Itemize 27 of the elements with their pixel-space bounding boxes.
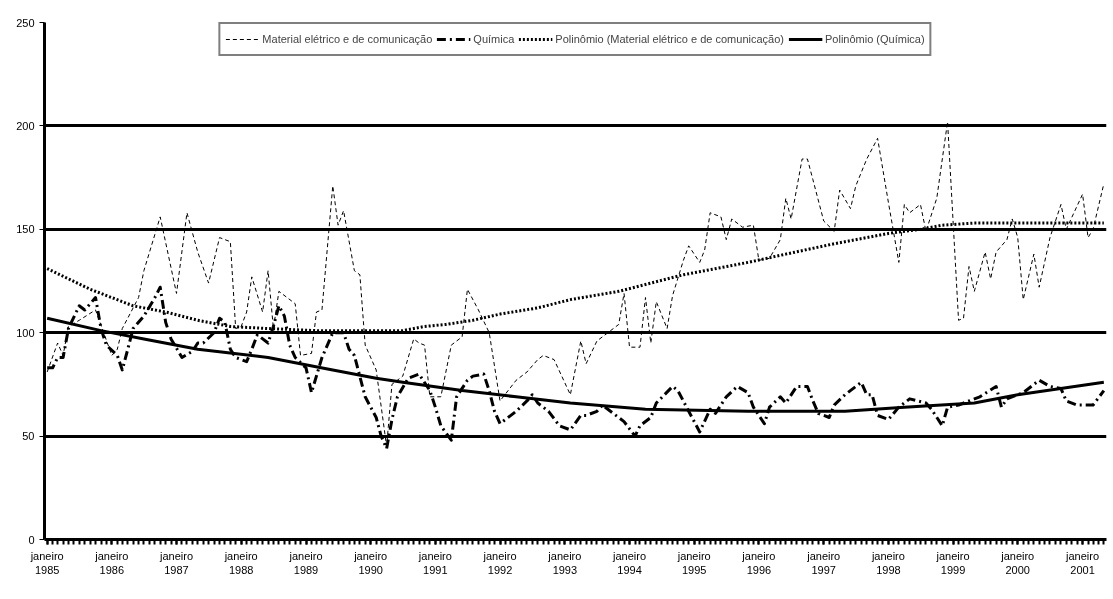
- x-tick-label: janeiro 1988: [223, 549, 258, 576]
- legend-label: Química: [473, 33, 515, 45]
- x-tick-label: janeiro 2000: [1000, 549, 1035, 576]
- legend-label: Polinômio (Química): [824, 33, 925, 45]
- y-tick-label: 250: [16, 16, 35, 29]
- x-tick-label: janeiro 1996: [741, 549, 776, 576]
- y-tick-label: 50: [22, 430, 35, 443]
- y-tick-label: 100: [16, 326, 35, 339]
- x-tick-label: janeiro 1995: [676, 549, 711, 576]
- x-tick-label: janeiro 1999: [935, 549, 970, 576]
- x-tick-label: janeiro 1998: [870, 549, 905, 576]
- x-tick-label: janeiro 1994: [612, 549, 647, 576]
- legend-label: Polinômio (Material elétrico e de comunicação): [555, 33, 784, 45]
- x-tick-label: janeiro 1993: [547, 549, 582, 576]
- x-tick-label: janeiro 1990: [353, 549, 388, 576]
- x-tick-label: janeiro 2001: [1065, 549, 1100, 576]
- x-tick-label: janeiro 1992: [482, 549, 517, 576]
- x-tick-label: janeiro 1991: [417, 549, 452, 576]
- x-tick-label: janeiro 1985: [29, 549, 64, 576]
- x-tick-label: janeiro 1997: [806, 549, 841, 576]
- x-tick-label: janeiro 1986: [94, 549, 129, 576]
- y-tick-label: 0: [28, 533, 35, 546]
- y-tick-label: 150: [16, 223, 35, 236]
- legend-label: Material elétrico e de comunicação: [262, 33, 433, 45]
- x-tick-label: janeiro 1987: [158, 549, 194, 576]
- y-tick-label: 200: [16, 119, 35, 132]
- x-tick-label: janeiro 1989: [288, 549, 323, 576]
